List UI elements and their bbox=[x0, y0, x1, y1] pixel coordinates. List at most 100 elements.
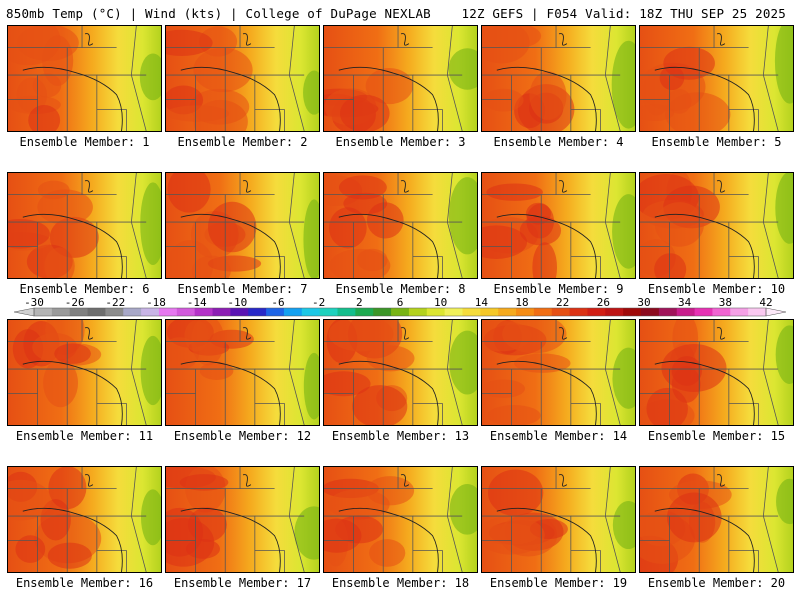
map-canvas bbox=[640, 173, 793, 278]
contour-line bbox=[496, 180, 597, 278]
state-boundary bbox=[604, 26, 621, 131]
colorbar-swatch bbox=[248, 308, 267, 316]
state-boundary bbox=[130, 467, 147, 572]
state-boundary bbox=[8, 47, 127, 110]
warm-anomaly-area bbox=[667, 88, 692, 114]
warm-anomaly-area bbox=[529, 71, 567, 120]
state-boundary bbox=[640, 488, 759, 551]
cool-area bbox=[448, 48, 477, 90]
state-boundary bbox=[288, 320, 305, 425]
colorbar-swatch bbox=[480, 308, 499, 316]
cool-area bbox=[611, 40, 635, 129]
ensemble-member-label: Ensemble Member: 4 bbox=[493, 135, 624, 149]
warm-anomaly-area bbox=[329, 207, 367, 249]
colorbar-swatch bbox=[230, 308, 249, 316]
map-canvas bbox=[166, 320, 319, 425]
colorbar-swatch bbox=[391, 308, 410, 316]
contour-line bbox=[180, 327, 281, 425]
ensemble-member-map bbox=[7, 466, 162, 573]
contour-line bbox=[654, 474, 755, 572]
header-title: 850mb Temp (°C) | Wind (kts) | College o… bbox=[6, 6, 431, 21]
cool-area bbox=[294, 506, 319, 560]
colorbar-swatch bbox=[194, 308, 214, 316]
map-canvas bbox=[8, 467, 161, 572]
contour-line bbox=[22, 474, 123, 572]
contour-line bbox=[338, 474, 439, 572]
contour-line bbox=[496, 474, 597, 572]
colorbar-swatch bbox=[569, 308, 588, 316]
ensemble-member-label: Ensemble Member: 3 bbox=[335, 135, 466, 149]
map-canvas bbox=[166, 173, 319, 278]
colorbar-swatch bbox=[694, 308, 713, 316]
warm-anomaly-area bbox=[356, 248, 388, 272]
warm-anomaly-area bbox=[646, 387, 688, 425]
colorbar-swatch bbox=[266, 308, 285, 316]
warm-anomaly-area bbox=[338, 175, 387, 200]
warm-anomaly-area bbox=[16, 77, 48, 113]
state-boundary bbox=[446, 320, 463, 425]
ensemble-member-map bbox=[323, 319, 478, 426]
state-boundary bbox=[604, 467, 621, 572]
cool-area bbox=[140, 182, 161, 265]
state-boundary bbox=[130, 320, 147, 425]
contour-line bbox=[338, 33, 439, 131]
colorbar-swatch bbox=[355, 308, 374, 316]
warm-anomaly-area bbox=[482, 379, 526, 398]
state-boundary bbox=[166, 488, 285, 551]
ensemble-member-map bbox=[165, 25, 320, 132]
colorbar-swatch bbox=[408, 308, 428, 316]
colorbar-swatch bbox=[51, 308, 71, 316]
contour-line bbox=[654, 33, 755, 131]
contour-line bbox=[338, 180, 439, 278]
state-boundary bbox=[762, 320, 779, 425]
colorbar-swatch bbox=[658, 308, 678, 316]
ensemble-member-map bbox=[639, 319, 794, 426]
colorbar-tick-label: 26 bbox=[597, 297, 610, 309]
colorbar-swatch bbox=[533, 308, 553, 316]
state-boundary bbox=[762, 467, 779, 572]
warm-anomaly-area bbox=[167, 173, 211, 213]
map-canvas bbox=[640, 26, 793, 131]
ensemble-member-map bbox=[323, 172, 478, 279]
state-boundary bbox=[640, 47, 759, 110]
ensemble-member-label: Ensemble Member: 10 bbox=[647, 282, 786, 296]
ensemble-member-map bbox=[639, 466, 794, 573]
warm-anomaly-area bbox=[166, 105, 230, 122]
colorbar-swatch bbox=[623, 308, 642, 316]
warm-anomaly-area bbox=[191, 255, 231, 278]
colorbar-swatch bbox=[373, 308, 392, 316]
state-boundary bbox=[166, 194, 285, 257]
map-canvas bbox=[324, 26, 477, 131]
contour-line bbox=[180, 474, 281, 572]
contour-line bbox=[22, 33, 123, 131]
map-canvas bbox=[640, 320, 793, 425]
colorbar-swatch bbox=[587, 308, 606, 316]
contour-line bbox=[654, 180, 755, 278]
map-canvas bbox=[8, 26, 161, 131]
warm-anomaly-area bbox=[487, 405, 541, 425]
warm-anomaly-area bbox=[352, 385, 408, 425]
map-canvas bbox=[482, 320, 635, 425]
cool-area bbox=[775, 325, 793, 384]
ensemble-member-label: Ensemble Member: 5 bbox=[651, 135, 782, 149]
state-boundary bbox=[8, 488, 127, 551]
warm-anomaly-area bbox=[514, 353, 571, 373]
warm-anomaly-area bbox=[48, 467, 87, 510]
colorbar-tick-label: 22 bbox=[556, 297, 569, 309]
ensemble-member-map bbox=[481, 25, 636, 132]
warm-anomaly-area bbox=[40, 499, 71, 541]
state-boundary bbox=[324, 194, 443, 257]
colorbar-tick-label: 6 bbox=[397, 297, 404, 309]
map-canvas bbox=[482, 26, 635, 131]
colorbar-swatch bbox=[748, 308, 767, 316]
state-boundary bbox=[604, 320, 621, 425]
state-boundary bbox=[324, 47, 443, 110]
colorbar-tick-label: 14 bbox=[475, 297, 489, 309]
cool-area bbox=[303, 199, 319, 278]
warm-anomaly-area bbox=[366, 345, 415, 372]
warm-anomaly-area bbox=[366, 202, 404, 239]
cool-area bbox=[449, 484, 477, 535]
state-boundary bbox=[446, 173, 463, 278]
warm-anomaly-area bbox=[324, 518, 362, 553]
colorbar-tick-label: 38 bbox=[719, 297, 732, 309]
